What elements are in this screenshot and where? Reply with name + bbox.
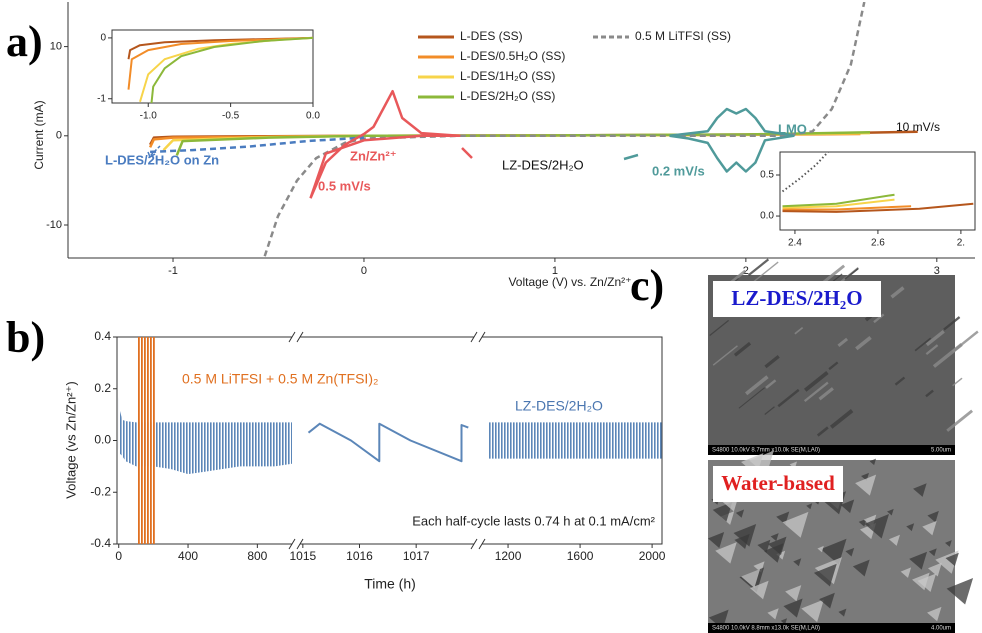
x-axis-label: Voltage (V) vs. Zn/Zn²⁺ [508,275,631,289]
y-tick-label: 0.4 [94,329,111,343]
x-tick-label: 1200 [495,549,522,563]
curve-label: Zn/Zn²⁺ [350,148,397,163]
curve-label: L-DES/2H₂O on Zn [105,152,219,167]
y-tick-label: 0.5 [760,170,774,181]
y-tick-label: -0.4 [90,536,111,550]
y-tick-label: 0.0 [760,211,774,222]
x-tick-label: 0 [361,265,367,277]
x-tick-label: 1017 [403,549,430,563]
legend-label: 0.5 M LiTFSI (SS) [635,29,731,43]
annotation: 10 mV/s [896,120,940,134]
legend-label: L-DES/1H₂O (SS) [460,69,555,83]
y-axis-label: Voltage (vs Zn/Zn²⁺) [63,381,78,498]
x-tick-label: 800 [247,549,267,563]
figure: -10010-10123L-DES (SS)L-DES/0.5H₂O (SS)L… [0,0,982,633]
y-tick-label: -0.2 [90,484,111,498]
sem-caption: LZ-DES/2H₂O [731,286,862,310]
x-axis-label: Time (h) [364,576,416,592]
x-tick-label: 1600 [567,549,594,563]
x-tick-label: 2000 [639,549,666,563]
y-axis-label: Current (mA) [32,100,46,169]
panel-label: b) [6,313,45,362]
x-tick-label: 1015 [289,549,316,563]
y-tick-label: 0.2 [94,381,111,395]
cycling-band [138,337,155,544]
x-tick-label: 400 [178,549,198,563]
y-tick-label: -1 [97,93,106,104]
annotation: LZ-DES/2H₂O [502,157,584,172]
sem-scale: 4.00um [931,626,951,632]
sem-info: S4800 10.0kV 8.8mm x13.0k SE(M,LA0) [712,626,820,632]
x-tick-label: 0 [115,549,122,563]
y-tick-label: -10 [46,219,62,231]
panel-label: a) [6,17,43,66]
x-tick-label: -0.5 [222,111,240,122]
annotation: 0.2 mV/s [652,163,705,178]
legend-label: L-DES/0.5H₂O (SS) [460,49,565,63]
y-tick-label: 0 [100,33,106,44]
y-tick-label: 0.0 [94,433,111,447]
x-tick-label: 1016 [346,549,373,563]
plot-frame [780,152,975,230]
sem-scale: 5.00um [931,448,951,454]
annotation: 0.5 mV/s [318,178,371,193]
series-label: LZ-DES/2H₂O [515,398,603,414]
x-tick-label: -1 [168,265,178,277]
legend-label: L-DES/2H₂O (SS) [460,89,555,103]
curve-label: LMO [778,121,807,136]
x-tick-label: 2.6 [871,238,885,249]
x-tick-label: -1.0 [140,111,158,122]
cycling-band [488,422,662,458]
y-tick-label: 10 [50,41,62,53]
x-tick-label: 0.0 [306,111,320,122]
sem-info: S4800 10.0kV 8.7mm x10.0k SE(M,LA0) [712,448,820,454]
annotation: Each half-cycle lasts 0.74 h at 0.1 mA/c… [412,513,655,528]
legend-label: L-DES (SS) [460,29,523,43]
panel-label: c) [630,261,664,310]
series-label: 0.5 M LiTFSI + 0.5 M Zn(TFSI)₂ [182,371,378,387]
x-tick-label: 2. [957,238,965,249]
sem-caption: Water-based [721,471,835,495]
y-tick-label: 0 [56,130,62,142]
x-tick-label: 2.4 [788,238,802,249]
